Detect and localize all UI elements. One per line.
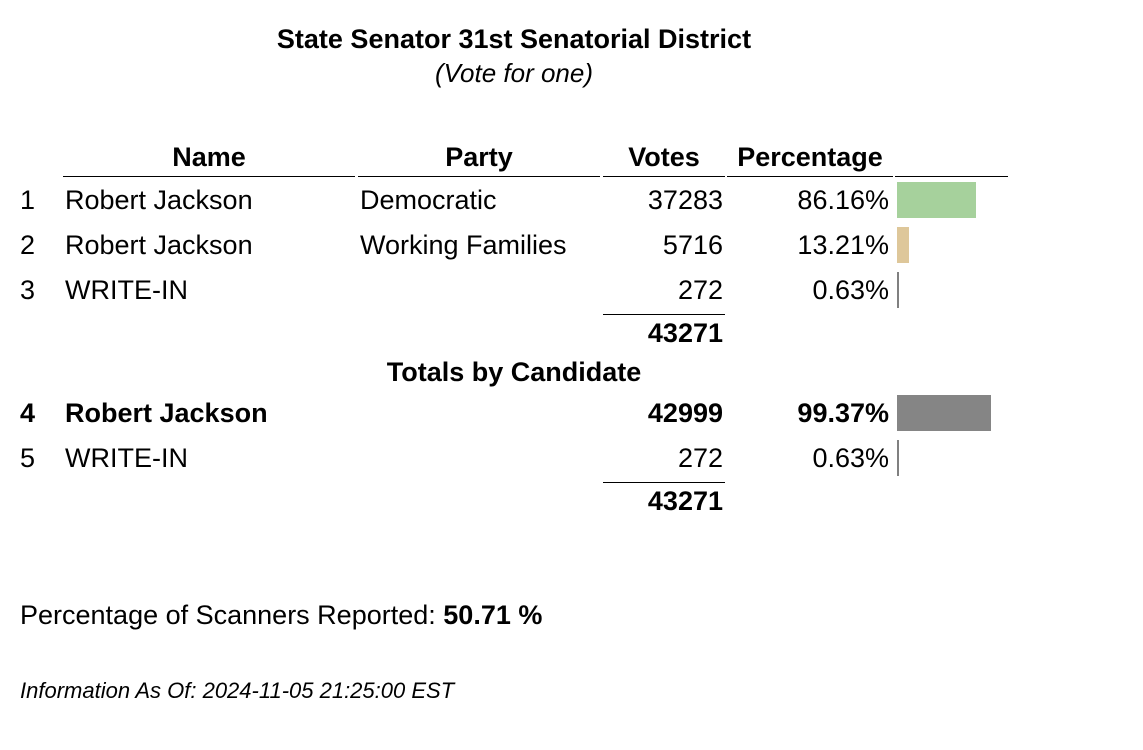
vote-count: 5716 — [662, 230, 723, 260]
vote-percentage: 86.16% — [797, 185, 889, 215]
vote-percentage: 13.21% — [797, 230, 889, 260]
candidate-name: Robert Jackson — [65, 398, 268, 428]
scanners-label: Percentage of Scanners Reported: — [20, 600, 436, 630]
vote-percentage: 0.63% — [812, 443, 889, 473]
information-as-of: Information As Of: 2024-11-05 21:25:00 E… — [20, 678, 455, 703]
header-party: Party — [445, 142, 513, 172]
header-underline-name — [63, 176, 355, 177]
vote-percentage: 0.63% — [812, 275, 889, 305]
vote-count: 272 — [677, 443, 723, 473]
vote-count: 42999 — [647, 398, 723, 428]
percentage-bar — [897, 227, 910, 263]
candidate-name: Robert Jackson — [65, 185, 253, 215]
percentage-bar — [897, 272, 899, 308]
contest-title: State Senator 31st Senatorial District — [276, 24, 752, 54]
party-name: Working Families — [360, 230, 567, 260]
header-votes: Votes — [628, 142, 700, 172]
header-name: Name — [172, 142, 246, 172]
header-underline-party — [358, 176, 600, 177]
row-number: 1 — [20, 185, 36, 215]
header-underline-votes — [603, 176, 725, 177]
totals-heading: Totals by Candidate — [386, 357, 642, 387]
scanners-value: 50.71 % — [443, 600, 543, 630]
total-line — [603, 314, 725, 315]
candidate-name: Robert Jackson — [65, 230, 253, 260]
row-number: 4 — [20, 398, 36, 428]
candidate-total-votes: 43271 — [647, 486, 723, 516]
header-underline-percentage — [727, 176, 893, 177]
row-number: 5 — [20, 443, 36, 473]
vote-count: 37283 — [647, 185, 723, 215]
total-votes: 43271 — [647, 318, 723, 348]
header-percentage: Percentage — [737, 142, 883, 172]
scanners-reported: Percentage of Scanners Reported: 50.71 % — [20, 598, 542, 632]
vote-count: 272 — [677, 275, 723, 305]
percentage-bar — [897, 395, 992, 431]
candidate-total-line — [603, 482, 725, 483]
candidate-name: WRITE-IN — [65, 443, 188, 473]
contest-subtitle: (Vote for one) — [434, 58, 593, 88]
party-name: Democratic — [360, 185, 497, 215]
vote-percentage: 99.37% — [797, 398, 889, 428]
candidate-name: WRITE-IN — [65, 275, 188, 305]
row-number: 2 — [20, 230, 36, 260]
percentage-bar — [897, 440, 899, 476]
row-number: 3 — [20, 275, 36, 305]
percentage-bar — [897, 182, 977, 218]
header-underline-bar — [895, 176, 1008, 177]
